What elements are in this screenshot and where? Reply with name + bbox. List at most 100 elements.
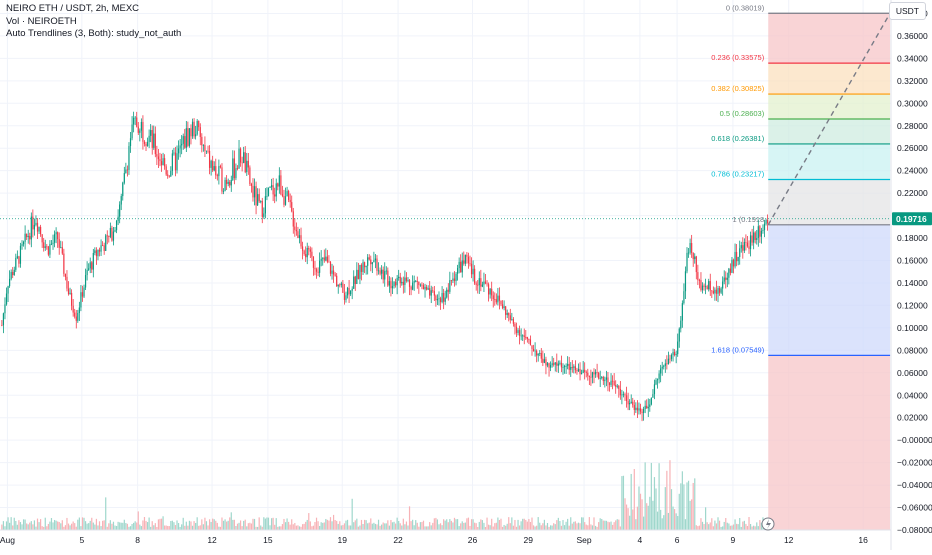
volume-bar (745, 523, 747, 530)
volume-bar (263, 517, 265, 530)
candle-body (40, 226, 42, 235)
volume-legend[interactable]: Vol · NEIROETH (6, 15, 77, 27)
volume-bar (78, 517, 80, 530)
candle-body (416, 280, 418, 282)
volume-bar (515, 526, 518, 530)
candle-body (754, 232, 756, 241)
candle-body (449, 280, 451, 292)
volume-bar (536, 525, 538, 530)
volume-bar (71, 523, 73, 530)
candle-body (491, 288, 493, 296)
volume-bar (757, 526, 759, 530)
volume-bar (584, 522, 586, 530)
candle-body (75, 316, 77, 321)
candle-body (346, 287, 349, 296)
candle-body (106, 235, 108, 237)
volume-bar (667, 512, 670, 530)
candle-body (170, 170, 172, 177)
candle-body (159, 159, 161, 162)
candle-body (567, 363, 569, 366)
candle-body (187, 128, 189, 146)
volume-bar (346, 519, 349, 530)
candle-body (429, 288, 431, 296)
volume-bar (46, 526, 48, 530)
volume-bar (362, 523, 364, 530)
volume-bar (243, 520, 245, 530)
volume-bar (356, 518, 358, 530)
volume-bar (492, 526, 494, 530)
volume-bar (666, 470, 668, 530)
volume-bar (590, 524, 592, 530)
volume-bar (596, 526, 598, 530)
volume-bar (698, 525, 701, 530)
volume-bar (207, 525, 209, 530)
volume-bar (170, 520, 172, 530)
volume-bar (447, 522, 449, 530)
volume-bar (230, 512, 232, 530)
volume-bar (75, 526, 77, 530)
volume-bar (253, 518, 256, 530)
volume-bar (233, 519, 235, 530)
volume-bar (221, 517, 223, 530)
candle-body (560, 362, 563, 368)
candle-body (610, 380, 612, 385)
volume-bar (531, 517, 533, 530)
volume-bar (573, 521, 575, 530)
volume-bar (577, 522, 580, 530)
volume-bar (328, 520, 330, 530)
candle-body (283, 195, 285, 205)
symbol-title[interactable]: NEIRO ETH / USDT, 2h, MEXC (6, 3, 140, 14)
volume-bar (281, 524, 284, 530)
candle-body (80, 292, 82, 308)
volume-bar (306, 519, 308, 530)
volume-bar (408, 506, 411, 530)
candle-body (534, 350, 536, 352)
currency-button[interactable]: USDT (888, 2, 926, 20)
candle-body (204, 145, 206, 151)
volume-bar (55, 520, 57, 530)
candle-body (509, 315, 511, 320)
y-tick-label: 0.06000 (897, 368, 928, 378)
y-tick-label: 0.08000 (897, 345, 928, 355)
volume-bar (80, 526, 82, 530)
candle-body (669, 358, 671, 360)
x-tick-label: 15 (263, 535, 273, 545)
candle-body (53, 234, 56, 243)
volume-bar (500, 518, 502, 530)
volume-bar (523, 518, 525, 530)
volume-bar (455, 519, 457, 530)
trendlines-legend[interactable]: Auto Trendlines (3, Both): study_not_aut… (6, 28, 182, 39)
volume-bar (470, 519, 473, 530)
volume-bar (669, 460, 671, 530)
volume-bar (173, 522, 175, 530)
candle-body (33, 224, 36, 230)
volume-bar (22, 519, 25, 530)
volume-bar (97, 525, 99, 530)
volume-bar (570, 517, 572, 530)
candle-body (536, 350, 538, 356)
volume-bar (433, 518, 435, 530)
volume-bar (283, 518, 285, 530)
volume-bar (332, 514, 335, 530)
candle-body (559, 362, 561, 364)
volume-bar (103, 520, 105, 530)
volume-bar (98, 521, 101, 530)
candle-body (84, 275, 87, 288)
volume-bar (156, 526, 158, 530)
candle-body (164, 158, 166, 167)
candle-body (522, 335, 524, 337)
volume-bar (556, 520, 558, 530)
volume-bar (453, 517, 456, 530)
volume-bar (436, 519, 439, 530)
candle-body (568, 363, 570, 370)
volume-bar (585, 524, 587, 530)
candle-body (102, 245, 104, 247)
candle-body (9, 278, 11, 287)
volume-bar (257, 526, 259, 530)
volume-bar (751, 526, 753, 530)
candle-body (382, 269, 384, 280)
candle-body (58, 239, 60, 248)
volume-bar (174, 525, 177, 530)
